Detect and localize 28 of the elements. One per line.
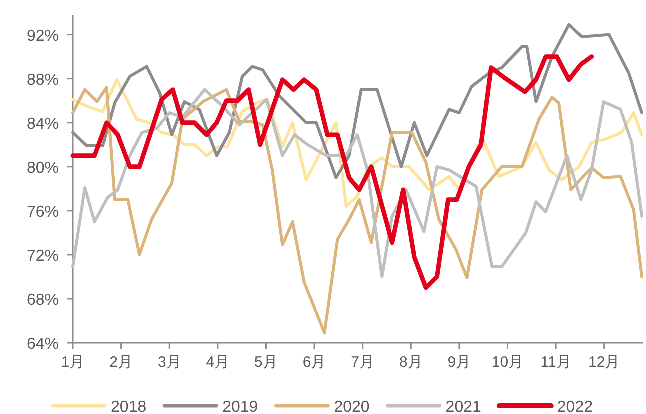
y-tick-label: 64% bbox=[26, 336, 59, 353]
x-tick-label: 7月 bbox=[351, 354, 374, 371]
y-tick-label: 72% bbox=[26, 248, 59, 265]
y-tick-label: 68% bbox=[26, 292, 59, 309]
legend-label: 2018 bbox=[111, 399, 147, 414]
line-series bbox=[70, 54, 594, 290]
legend-label: 2021 bbox=[446, 399, 482, 414]
x-tick-label: 3月 bbox=[158, 354, 182, 371]
line-series bbox=[72, 86, 644, 335]
x-tick-label: 10月 bbox=[492, 354, 524, 371]
x-tick-label: 9月 bbox=[448, 354, 472, 371]
y-tick-label: 92% bbox=[26, 28, 59, 45]
legend-label: 2019 bbox=[222, 399, 258, 414]
y-tick-label: 88% bbox=[26, 72, 59, 89]
x-tick-label: 6月 bbox=[302, 354, 326, 371]
x-tick-label: 1月 bbox=[61, 354, 85, 371]
y-tick-label: 76% bbox=[26, 204, 59, 221]
x-tick-label: 5月 bbox=[254, 354, 278, 371]
x-tick-label: 11月 bbox=[540, 354, 572, 371]
x-tick-label: 8月 bbox=[399, 354, 423, 371]
y-tick-label: 80% bbox=[26, 160, 59, 177]
line-series bbox=[72, 88, 644, 278]
legend-label: 2022 bbox=[557, 399, 594, 414]
x-tick-label: 12月 bbox=[588, 354, 620, 371]
x-tick-label: 4月 bbox=[206, 354, 230, 371]
x-tick-label: 2月 bbox=[110, 354, 133, 371]
y-tick-label: 84% bbox=[26, 116, 59, 133]
legend-label: 2020 bbox=[334, 399, 370, 414]
